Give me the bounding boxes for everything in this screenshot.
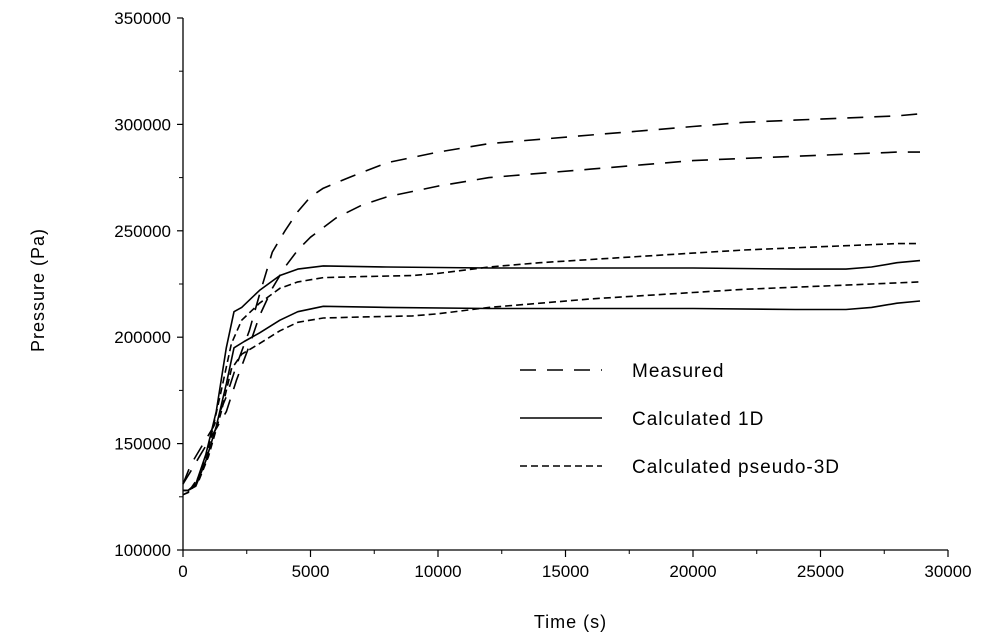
x-tick-label: 30000 [924,562,971,581]
series-layer [182,113,921,496]
legend: Measured Calculated 1D Calculated pseudo-3… [520,361,840,478]
x-tick-label: 15000 [542,562,589,581]
x-tick-label: 0 [178,562,187,581]
legend-label-3: Calculated pseudo-3D [632,457,840,478]
y-tick-label: 200000 [114,328,171,347]
y-axis-title: Pressure (Pa) [28,228,48,352]
axes: 100000 150000 200000 250000 300000 350000 0 500… [114,9,971,581]
x-tick-label: 10000 [414,562,461,581]
series-line-3 [183,259,921,492]
series-line-4 [183,300,921,492]
x-tick-label: 5000 [292,562,330,581]
y-tick-label: 150000 [114,435,171,454]
series-line-2 [182,151,920,485]
y-tick-label: 350000 [114,9,171,28]
series-line-5 [182,242,920,496]
legend-label-2: Calculated 1D [632,409,764,430]
y-tick-label: 300000 [114,115,171,134]
x-axis-title: Time (s) [534,612,607,632]
y-tick-label: 250000 [114,222,171,241]
x-tick-label: 20000 [669,562,716,581]
y-tick-label: 100000 [114,541,171,560]
x-tick-label: 25000 [797,562,844,581]
series-line-6 [182,281,921,496]
series-line-1 [182,113,921,485]
legend-label-1: Measured [632,361,725,382]
